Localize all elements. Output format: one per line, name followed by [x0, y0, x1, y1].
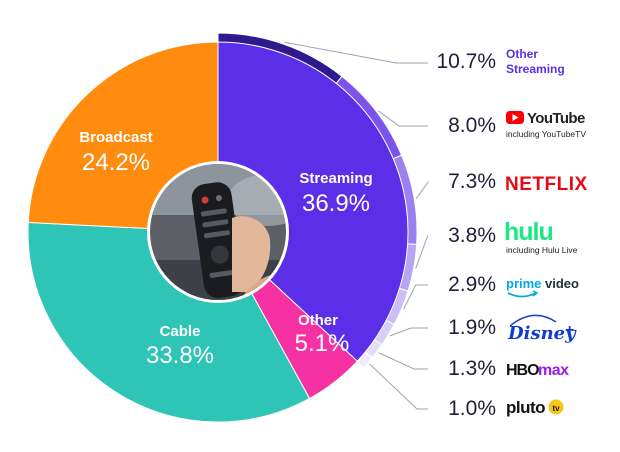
slice-label-cable: Cable — [160, 323, 201, 340]
leader-line-hulu — [415, 235, 429, 269]
slice-value-broadcast: 24.2% — [82, 149, 150, 176]
prime-video-logo: prime video — [506, 276, 579, 298]
svg-text:YouTube: YouTube — [527, 110, 585, 127]
svg-text:pluto: pluto — [506, 398, 545, 417]
netflix-logo: NETFLIX — [505, 174, 588, 195]
hulu-logo: hulu including Hulu Live — [504, 218, 578, 255]
leader-line-youtube — [378, 110, 428, 127]
slice-label-streaming: Streaming — [299, 170, 372, 187]
svg-text:Disney: Disney — [507, 323, 577, 344]
slice-label-other: Other — [298, 312, 338, 329]
leader-line-disney — [389, 327, 428, 337]
svg-text:HBO: HBO — [506, 362, 539, 379]
slice-label-broadcast: Broadcast — [79, 129, 152, 146]
svg-text:prime video: prime video — [506, 276, 579, 291]
disney-plus-logo: Disney + — [507, 314, 577, 344]
breakdown-value-hbo-max: 1.3% — [448, 357, 496, 380]
breakdown-label-other-streaming-2: Streaming — [506, 62, 565, 76]
leader-line-hbo-max — [378, 352, 428, 370]
youtube-logo: YouTube including YouTubeTV — [506, 110, 586, 139]
svg-text:hulu: hulu — [504, 218, 553, 246]
breakdown-label-other-streaming: Other — [506, 47, 538, 61]
breakdown-value-disney: 1.9% — [448, 316, 496, 339]
svg-text:+: + — [565, 322, 574, 339]
svg-text:including Hulu Live: including Hulu Live — [506, 245, 578, 255]
breakdown-value-pluto-tv: 1.0% — [448, 397, 496, 420]
breakdown-value-hulu: 3.8% — [448, 224, 496, 247]
svg-text:max: max — [538, 362, 569, 379]
leader-line-pluto-tv — [369, 363, 428, 410]
pluto-tv-logo: pluto tv — [506, 398, 564, 417]
svg-text:tv: tv — [552, 404, 560, 413]
breakdown-value-other-streaming: 10.7% — [436, 50, 496, 73]
breakdown-value-youtube: 8.0% — [448, 114, 496, 137]
leader-line-other-streaming — [284, 41, 428, 64]
svg-text:including YouTubeTV: including YouTubeTV — [506, 129, 586, 139]
breakdown-value-prime-video: 2.9% — [448, 273, 496, 296]
slice-value-other: 5.1% — [295, 330, 350, 357]
hbo-max-logo: HBO max — [506, 362, 570, 379]
slice-value-streaming: 36.9% — [302, 190, 370, 217]
breakdown-value-netflix: 7.3% — [448, 170, 496, 193]
leader-line-netflix — [415, 181, 430, 199]
leader-line-prime-video — [403, 284, 428, 310]
slice-value-cable: 33.8% — [146, 342, 214, 369]
pie-slice-streaming — [217, 41, 409, 362]
